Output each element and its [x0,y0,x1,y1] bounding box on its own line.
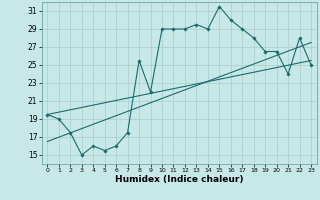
X-axis label: Humidex (Indice chaleur): Humidex (Indice chaleur) [115,175,244,184]
